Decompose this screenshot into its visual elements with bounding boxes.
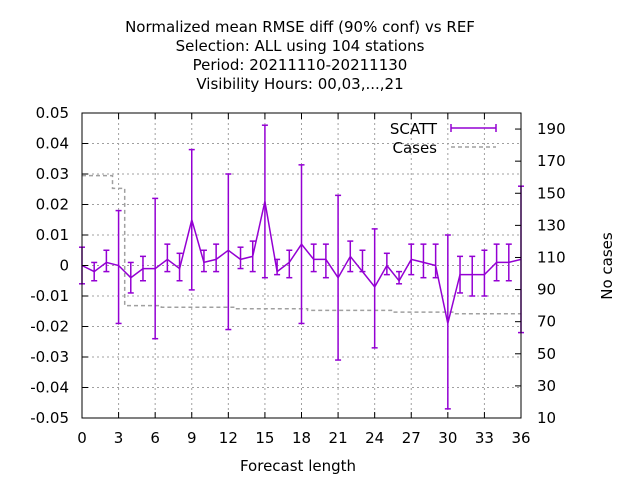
x-tick-label: 6 xyxy=(150,429,160,447)
scatt-errorbar xyxy=(103,249,110,273)
scatt-errorbar xyxy=(322,243,329,279)
title-line-2: Selection: ALL using 104 stations xyxy=(176,37,425,55)
y2-tick-label: 70 xyxy=(537,313,556,331)
scatt-errorbar xyxy=(213,243,220,273)
y-tick-label: -0.01 xyxy=(30,287,69,305)
y2-tick-label: 110 xyxy=(537,248,566,266)
x-tick-label: 24 xyxy=(365,429,384,447)
y-tick-label: 0.05 xyxy=(36,104,69,122)
y-tick-label: 0.02 xyxy=(36,196,69,214)
legend: SCATT Cases xyxy=(390,120,497,157)
y-tick-label: 0.01 xyxy=(36,226,69,244)
x-tick-label: 27 xyxy=(402,429,421,447)
scatt-errorbar xyxy=(274,258,281,276)
scatt-errorbar xyxy=(127,261,134,294)
y-tick-label: 0.04 xyxy=(36,135,69,153)
x-tick-label: 9 xyxy=(187,429,197,447)
y2-tick-label: 10 xyxy=(537,409,556,427)
scatt-errorbar xyxy=(298,164,305,325)
scatt-errorbar xyxy=(188,148,195,291)
y-tick-label: -0.03 xyxy=(30,348,69,366)
scatt-errorbar xyxy=(310,243,317,273)
scatt-errorbar xyxy=(432,243,439,279)
y2-tick-label: 90 xyxy=(537,281,556,299)
scatt-errorbar xyxy=(164,243,171,273)
x-tick-label: 12 xyxy=(219,429,238,447)
scatt-errorbar xyxy=(335,194,342,361)
title-line-4: Visibility Hours: 00,03,...,21 xyxy=(196,75,403,93)
scatt-errorbar xyxy=(420,243,427,279)
y-tick-label: -0.05 xyxy=(30,409,69,427)
chart-title: Normalized mean RMSE diff (90% conf) vs … xyxy=(125,18,475,93)
legend-label-scatt: SCATT xyxy=(390,120,438,138)
scatt-errorbar xyxy=(408,243,415,276)
y2-tick-label: 190 xyxy=(537,120,566,138)
y-tick-label: -0.02 xyxy=(30,318,69,336)
title-line-3: Period: 20211110-20211130 xyxy=(193,56,408,74)
x-tick-label: 21 xyxy=(329,429,348,447)
scatt-errorbar xyxy=(469,255,476,297)
tick-layer: 0 3 6 9 12 15 18 21 24 27 30 33 36-0.05-0.04-0.03-0.… xyxy=(30,104,565,447)
scatt-layer xyxy=(79,124,524,410)
y2-tick-label: 30 xyxy=(537,377,556,395)
scatt-errorbar xyxy=(91,261,98,282)
scatt-errorbar xyxy=(347,240,354,273)
x-tick-label: 15 xyxy=(255,429,274,447)
scatt-errorbar xyxy=(371,228,378,349)
scatt-errorbar xyxy=(200,249,207,273)
y2-tick-label: 130 xyxy=(537,216,566,234)
scatt-errorbar xyxy=(444,234,451,410)
y2-tick-label: 150 xyxy=(537,184,566,202)
x-tick-label: 30 xyxy=(438,429,457,447)
scatt-errorbar xyxy=(457,255,464,294)
y-tick-label: 0.03 xyxy=(36,165,69,183)
y-tick-label: 0 xyxy=(59,257,69,275)
x-tick-label: 3 xyxy=(114,429,124,447)
scatt-errorbar xyxy=(505,243,512,282)
x-tick-label: 36 xyxy=(511,429,530,447)
y2-tick-label: 50 xyxy=(537,345,556,363)
cases-layer xyxy=(82,174,521,315)
scatt-errorbar xyxy=(152,197,159,340)
scatt-errorbar xyxy=(286,249,293,279)
title-line-1: Normalized mean RMSE diff (90% conf) vs … xyxy=(125,18,475,36)
scatt-errorbar xyxy=(396,270,403,285)
cases-line xyxy=(82,174,521,315)
y-tick-label: -0.04 xyxy=(30,379,69,397)
scatt-errorbar xyxy=(261,124,268,279)
y2-axis-label: No cases xyxy=(598,232,616,300)
scatt-errorbar xyxy=(383,252,390,276)
x-tick-label: 18 xyxy=(292,429,311,447)
scatt-errorbar xyxy=(249,240,256,273)
scatt-errorbar xyxy=(225,173,232,331)
x-tick-label: 0 xyxy=(77,429,87,447)
x-tick-label: 33 xyxy=(475,429,494,447)
legend-label-cases: Cases xyxy=(392,139,437,157)
scatt-errorbar xyxy=(139,255,146,282)
scatt-errorbar xyxy=(115,209,122,325)
scatt-errorbar xyxy=(493,243,500,282)
x-axis-label: Forecast length xyxy=(240,457,356,475)
scatt-errorbar xyxy=(237,246,244,270)
scatt-errorbar xyxy=(176,252,183,282)
y2-tick-label: 170 xyxy=(537,152,566,170)
scatt-errorbar xyxy=(359,249,366,273)
scatt-errorbar xyxy=(481,249,488,297)
